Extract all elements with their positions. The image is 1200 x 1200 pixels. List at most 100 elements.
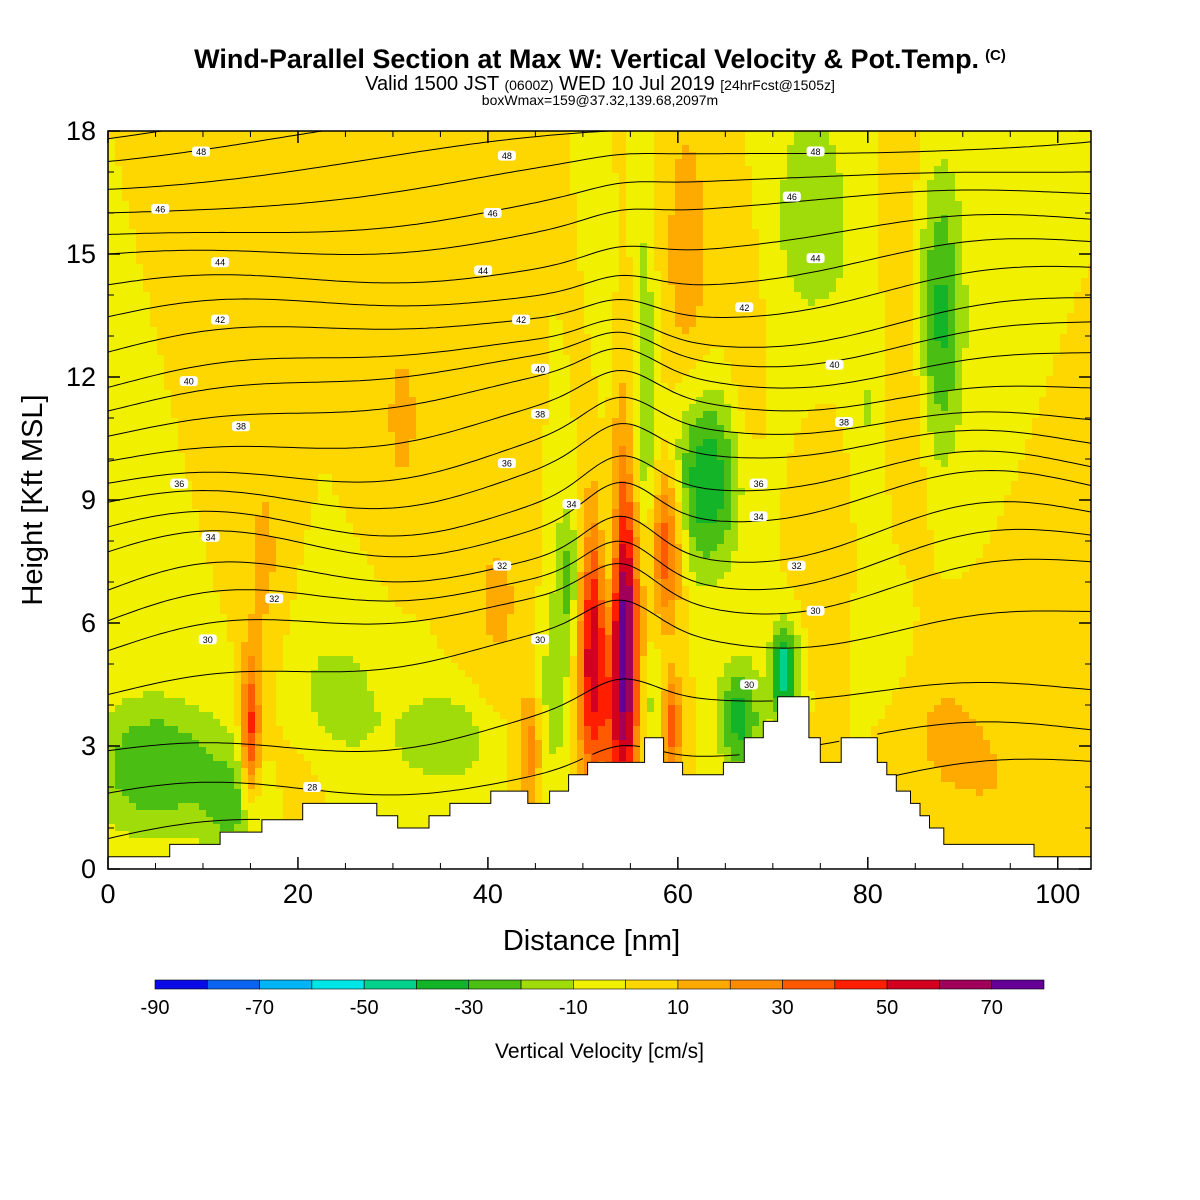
velocity-cell <box>108 334 116 342</box>
velocity-cell <box>822 320 830 328</box>
velocity-cell <box>766 180 774 188</box>
velocity-cell <box>472 131 480 139</box>
velocity-cell <box>178 306 186 314</box>
velocity-cell <box>255 355 263 363</box>
velocity-cell <box>647 320 655 328</box>
velocity-cell <box>451 180 459 188</box>
velocity-cell <box>920 250 928 258</box>
velocity-cell <box>367 334 375 342</box>
velocity-cell <box>766 278 774 286</box>
velocity-cell <box>654 152 662 160</box>
velocity-cell <box>829 152 837 160</box>
velocity-cell <box>871 306 879 314</box>
velocity-cell <box>647 194 655 202</box>
velocity-cell <box>164 320 172 328</box>
velocity-cell <box>1074 264 1082 272</box>
velocity-cell <box>969 194 977 202</box>
velocity-cell <box>885 236 893 244</box>
velocity-cell <box>346 243 354 251</box>
velocity-cell <box>871 334 879 342</box>
velocity-cell <box>955 327 963 335</box>
velocity-cell <box>528 187 536 195</box>
velocity-cell <box>703 208 711 216</box>
velocity-cell <box>423 243 431 251</box>
velocity-cell <box>976 131 984 139</box>
velocity-cell <box>892 173 900 181</box>
velocity-cell <box>612 320 620 328</box>
velocity-cell <box>521 236 529 244</box>
velocity-cell <box>955 306 963 314</box>
velocity-cell <box>1074 271 1082 279</box>
velocity-cell <box>297 201 305 209</box>
velocity-cell <box>675 257 683 265</box>
velocity-cell <box>1039 138 1047 146</box>
velocity-cell <box>696 131 704 139</box>
velocity-cell <box>1060 257 1068 265</box>
velocity-cell <box>143 152 151 160</box>
velocity-cell <box>682 334 690 342</box>
velocity-cell <box>269 299 277 307</box>
velocity-cell <box>269 138 277 146</box>
velocity-cell <box>157 243 165 251</box>
velocity-cell <box>1060 194 1068 202</box>
velocity-cell <box>388 194 396 202</box>
velocity-cell <box>822 250 830 258</box>
velocity-cell <box>1046 299 1054 307</box>
velocity-cell <box>395 194 403 202</box>
velocity-cell <box>332 250 340 258</box>
velocity-cell <box>276 257 284 265</box>
velocity-cell <box>878 222 886 230</box>
velocity-cell <box>178 152 186 160</box>
velocity-cell <box>815 187 823 195</box>
velocity-cell <box>941 208 949 216</box>
velocity-cell <box>759 180 767 188</box>
velocity-cell <box>843 229 851 237</box>
velocity-cell <box>927 278 935 286</box>
velocity-cell <box>143 257 151 265</box>
velocity-cell <box>927 341 935 349</box>
velocity-cell <box>178 250 186 258</box>
velocity-cell <box>801 236 809 244</box>
velocity-cell <box>276 152 284 160</box>
velocity-cell <box>948 341 956 349</box>
velocity-cell <box>206 348 214 356</box>
velocity-cell <box>801 369 809 377</box>
velocity-cell <box>430 194 438 202</box>
velocity-cell <box>836 292 844 300</box>
velocity-cell <box>199 306 207 314</box>
velocity-cell <box>591 229 599 237</box>
velocity-cell <box>318 271 326 279</box>
velocity-cell <box>381 187 389 195</box>
velocity-cell <box>1025 152 1033 160</box>
velocity-cell <box>297 194 305 202</box>
velocity-cell <box>619 145 627 153</box>
velocity-cell <box>108 341 116 349</box>
velocity-cell <box>857 299 865 307</box>
velocity-cell <box>1004 173 1012 181</box>
velocity-cell <box>731 208 739 216</box>
velocity-cell <box>458 166 466 174</box>
velocity-cell <box>465 215 473 223</box>
velocity-cell <box>115 257 123 265</box>
velocity-cell <box>612 348 620 356</box>
velocity-cell <box>640 159 648 167</box>
velocity-cell <box>493 145 501 153</box>
velocity-cell <box>493 166 501 174</box>
velocity-cell <box>479 208 487 216</box>
velocity-cell <box>647 166 655 174</box>
velocity-cell <box>696 320 704 328</box>
velocity-cell <box>360 229 368 237</box>
velocity-cell <box>108 222 116 230</box>
velocity-cell <box>150 152 158 160</box>
velocity-cell <box>409 285 417 293</box>
velocity-cell <box>122 362 130 370</box>
velocity-cell <box>346 250 354 258</box>
velocity-cell <box>458 376 466 384</box>
velocity-cell <box>738 243 746 251</box>
velocity-cell <box>192 131 200 139</box>
velocity-cell <box>290 362 298 370</box>
velocity-cell <box>409 271 417 279</box>
velocity-cell <box>976 243 984 251</box>
velocity-cell <box>1067 215 1075 223</box>
velocity-cell <box>185 292 193 300</box>
